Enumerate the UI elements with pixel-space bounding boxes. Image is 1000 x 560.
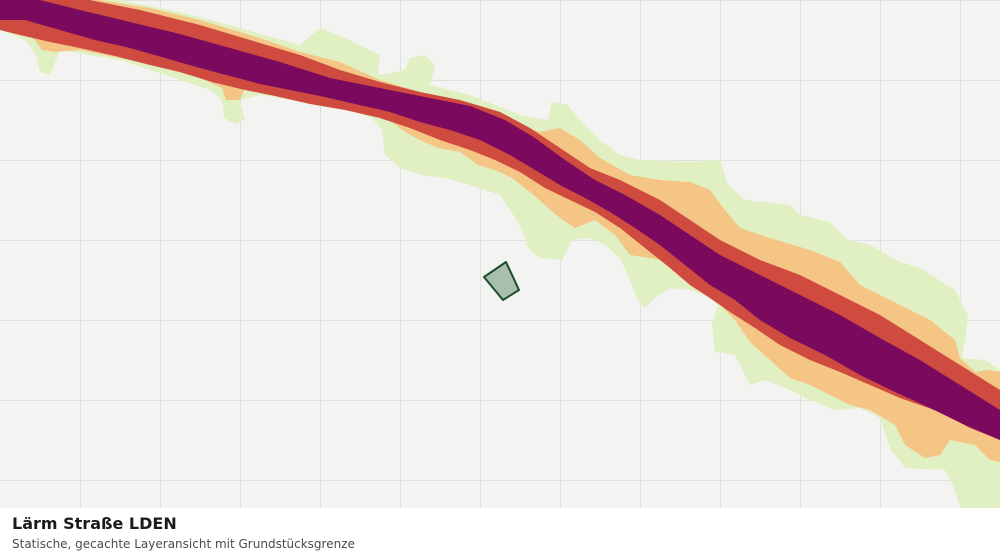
noise-band-high [0, 0, 1000, 440]
map-canvas[interactable] [0, 0, 1000, 508]
parcel-boundary-polygon[interactable] [483, 261, 520, 301]
layer-caption: Lärm Straße LDEN Statische, gecachte Lay… [0, 508, 1000, 560]
map-view[interactable] [0, 0, 1000, 508]
layer-title: Lärm Straße LDEN [12, 514, 177, 533]
layer-subtitle: Statische, gecachte Layeransicht mit Gru… [12, 537, 355, 551]
noise-band-outer [0, 0, 1000, 508]
